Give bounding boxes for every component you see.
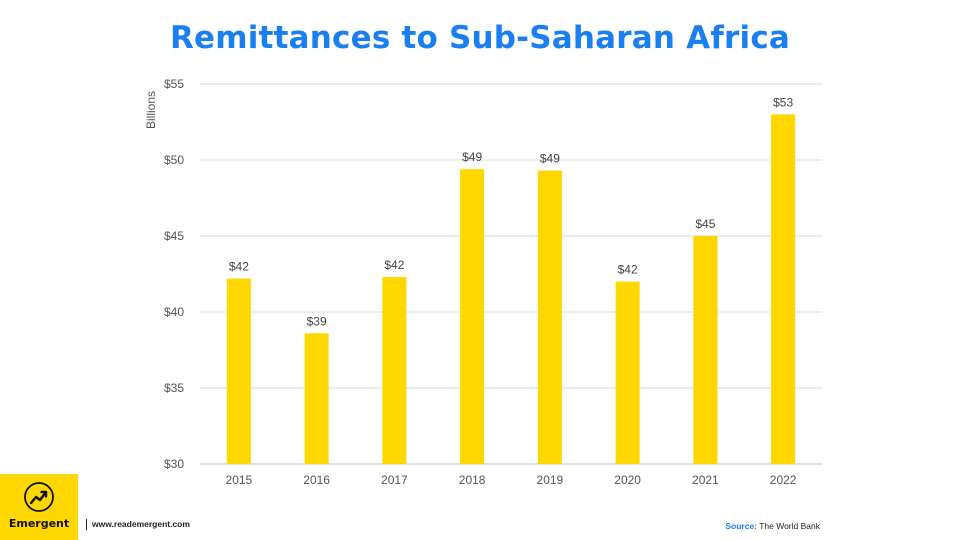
y-tick-label: $50	[164, 153, 184, 167]
bar	[304, 333, 329, 464]
bar	[615, 281, 640, 464]
y-tick-label: $40	[164, 305, 184, 319]
source-credit: Source: The World Bank	[725, 521, 820, 531]
data-label: $53	[773, 95, 793, 109]
x-tick-label: 2016	[303, 473, 330, 487]
data-label: $42	[229, 260, 249, 274]
y-tick-label: $35	[164, 381, 184, 395]
x-tick-label: 2015	[226, 473, 253, 487]
data-label: $49	[540, 152, 560, 166]
data-label: $49	[462, 150, 482, 164]
emergent-logo: Emergent	[0, 474, 78, 540]
data-label: $39	[307, 314, 327, 328]
y-tick-label: $30	[164, 457, 184, 471]
bar	[382, 277, 407, 464]
source-label: Source:	[725, 521, 757, 531]
y-tick-label: $45	[164, 229, 184, 243]
data-label: $42	[618, 263, 638, 277]
trend-up-icon	[24, 482, 54, 512]
y-axis-label: Billions	[144, 91, 158, 129]
bar	[537, 170, 562, 464]
data-label: $42	[384, 258, 404, 272]
bar	[771, 114, 796, 465]
y-tick-label: $55	[164, 77, 184, 91]
brand-name: Emergent	[8, 517, 70, 530]
x-tick-label: 2017	[381, 473, 408, 487]
data-labels: $42 $39 $42 $49 $49 $42 $45 $53	[229, 95, 794, 328]
source-value: The World Bank	[759, 521, 820, 531]
chart-title: Remittances to Sub-Saharan Africa	[169, 20, 791, 56]
bar	[226, 278, 251, 464]
x-tick-label: 2020	[614, 473, 641, 487]
x-tick-label: 2021	[692, 473, 719, 487]
x-tick-label: 2019	[537, 473, 564, 487]
bar	[693, 236, 718, 464]
gridlines	[200, 83, 822, 465]
x-tick-labels: 2015 2016 2017 2018 2019 2020 2021 2022	[226, 473, 797, 487]
x-tick-label: 2018	[459, 473, 486, 487]
bars	[226, 114, 796, 465]
data-label: $45	[695, 217, 715, 231]
y-tick-labels: $30 $35 $40 $45 $50 $55	[164, 77, 184, 471]
website-link[interactable]: www.reademergent.com	[86, 519, 190, 530]
bar	[460, 169, 485, 464]
x-tick-label: 2022	[770, 473, 797, 487]
